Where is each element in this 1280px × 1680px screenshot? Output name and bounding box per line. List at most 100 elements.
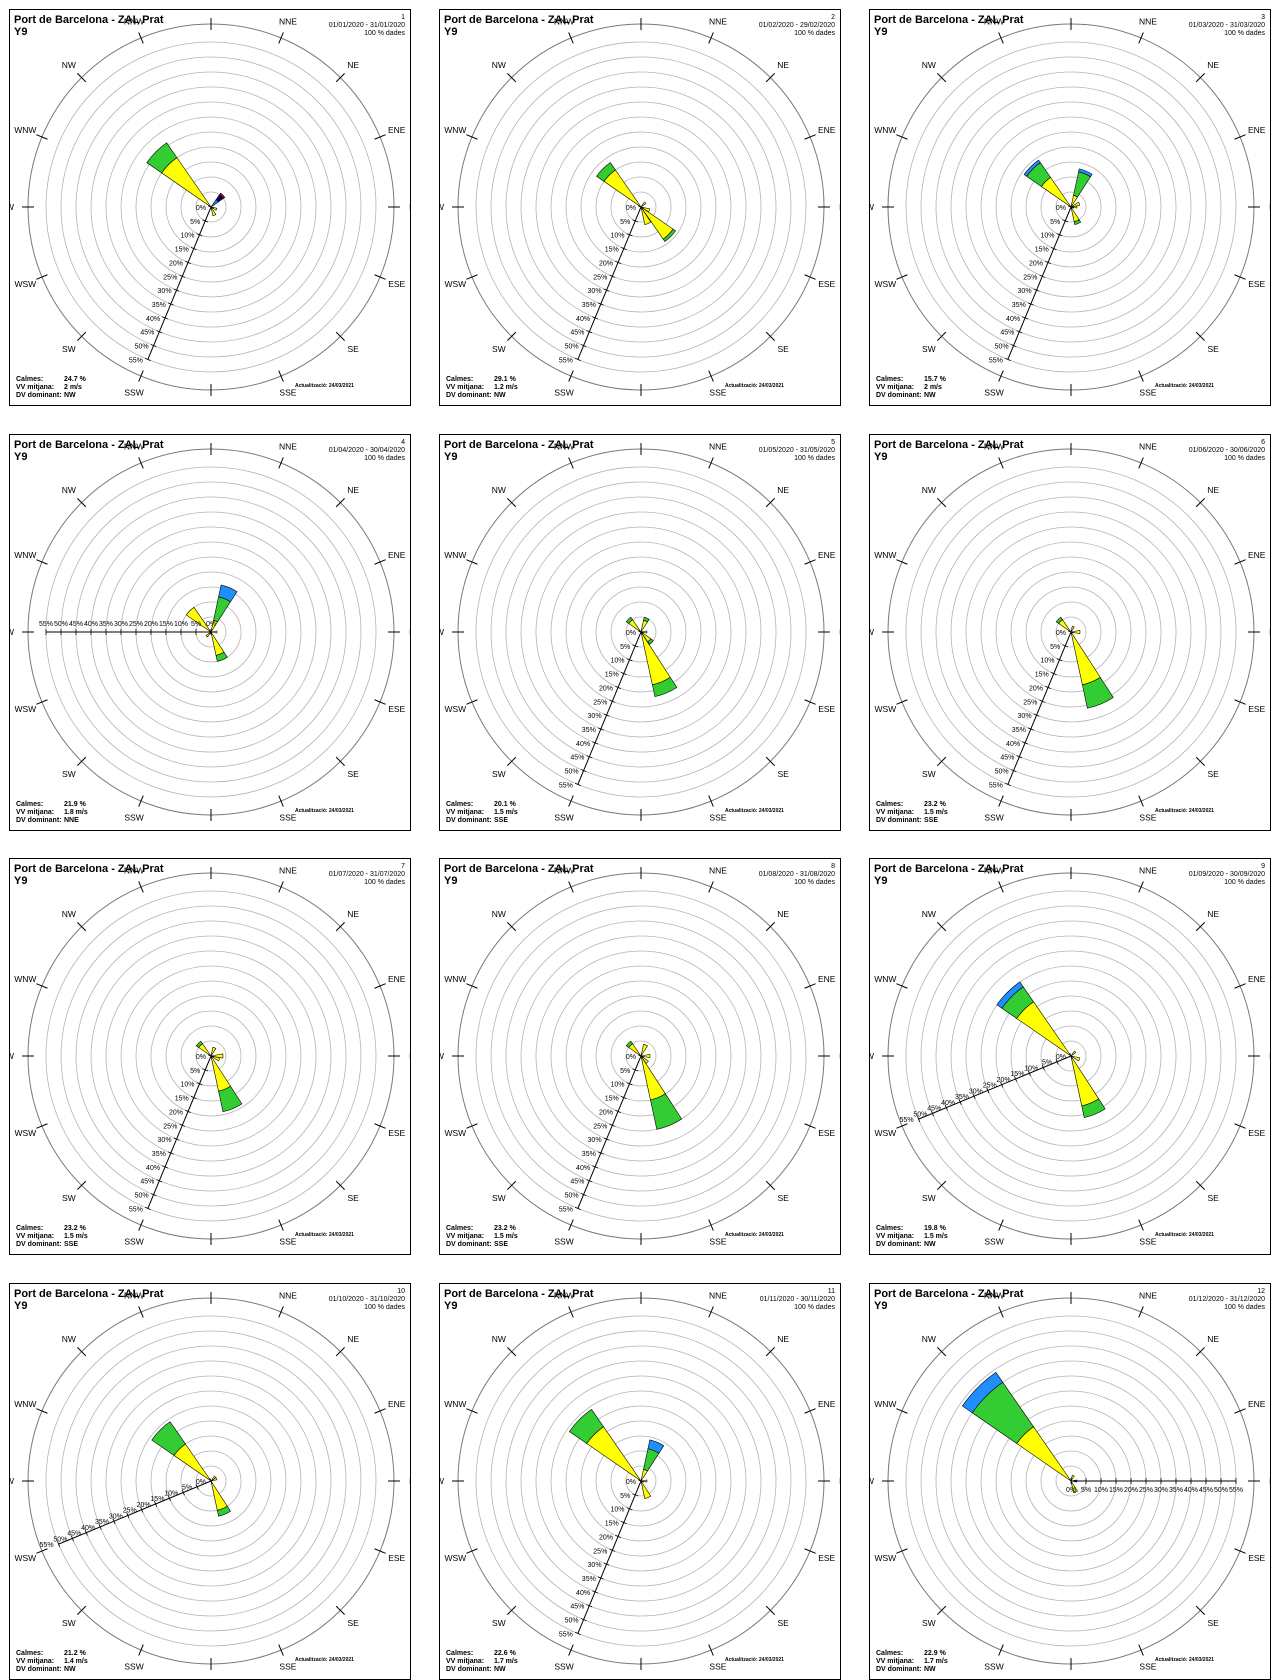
stats-value-vv: 1.2 m/s: [494, 384, 518, 391]
direction-label: WSW: [874, 1128, 896, 1138]
direction-label: W: [10, 1476, 14, 1486]
direction-label: WSW: [444, 279, 466, 289]
stats-value-calmes: 29.1 %: [494, 376, 516, 383]
radial-tick-label: 25%: [163, 274, 177, 281]
grid-ring: [90, 1360, 332, 1602]
chart-period: 01/01/2020 - 31/01/2020: [328, 22, 405, 29]
direction-label: ESE: [1248, 1553, 1265, 1563]
direction-label: N: [638, 10, 644, 11]
grid-ring: [165, 1435, 257, 1527]
direction-label: WNW: [444, 125, 466, 135]
chart-number: 1: [401, 14, 405, 21]
radial-tick: [632, 219, 639, 223]
direction-label: WSW: [14, 704, 36, 714]
grid-ring: [195, 1040, 227, 1072]
radial-tick-label: 25%: [163, 1123, 177, 1130]
stats-row-dv: DV dominant: SSE: [16, 1241, 88, 1249]
radial-tick: [84, 1529, 88, 1536]
grid-ring: [165, 1010, 257, 1102]
chart-meta: 3 01/03/2020 - 31/03/2020 100 % dades: [1189, 14, 1265, 38]
radial-tick: [586, 755, 593, 759]
radial-tick-label: 45%: [69, 621, 83, 628]
direction-label: ENE: [818, 550, 836, 560]
direction-label: E: [1269, 1476, 1271, 1486]
direction-label: NNE: [279, 1290, 297, 1300]
grid-ring: [75, 920, 347, 1192]
radial-tick-label: 0%: [196, 205, 206, 212]
grid-ring: [505, 496, 777, 768]
radial-tick: [609, 699, 616, 703]
radial-tick: [620, 1521, 627, 1525]
radial-tick: [580, 344, 587, 348]
grid-ring: [905, 890, 1237, 1222]
direction-tick: [896, 699, 908, 705]
radial-tick: [209, 1478, 213, 1484]
petal-segment: [1023, 159, 1041, 177]
radial-tick: [1010, 769, 1017, 773]
grid-ring: [550, 1390, 732, 1572]
petal-segment: [640, 1468, 648, 1482]
radial-tick: [615, 1534, 621, 1538]
chart-period: 01/04/2020 - 30/04/2020: [328, 447, 405, 454]
direction-tick: [466, 274, 478, 280]
chart-meta: 10 01/10/2020 - 31/10/2020 100 % dades: [329, 1288, 405, 1312]
direction-tick: [335, 1605, 345, 1615]
direction-label: S: [208, 403, 214, 406]
direction-tick: [1195, 1605, 1205, 1615]
radial-tick-label: 5%: [1042, 1060, 1052, 1067]
direction-label: NE: [777, 909, 789, 919]
radial-tick-label: 20%: [1124, 1487, 1138, 1494]
direction-label: E: [409, 1476, 411, 1486]
direction-label: NNW: [984, 865, 1004, 875]
direction-tick: [466, 559, 478, 565]
stats-value-dv: NW: [64, 1666, 76, 1673]
direction-label: E: [839, 202, 841, 212]
chart-period: 01/05/2020 - 31/05/2020: [758, 447, 835, 454]
direction-label: NW: [62, 909, 76, 919]
stats-label-calmes: Calmes:: [876, 1650, 904, 1657]
direction-label: SW: [492, 344, 506, 354]
stats-label-calmes: Calmes:: [16, 1650, 44, 1657]
grid-ring: [135, 980, 287, 1132]
radial-tick-label: 40%: [576, 1590, 590, 1597]
direction-tick: [1234, 274, 1246, 280]
radial-tick-label: 30%: [109, 1513, 123, 1520]
radial-tick: [972, 1093, 976, 1100]
chart-period: 01/06/2020 - 30/06/2020: [1188, 447, 1265, 454]
radial-tick-label: 30%: [969, 1088, 983, 1095]
radial-tick: [156, 330, 163, 334]
grid-ring: [180, 176, 242, 238]
chart-number: 8: [831, 863, 835, 870]
direction-label: SSE: [279, 388, 296, 398]
direction-tick: [1234, 1123, 1246, 1129]
petal-segment: [1070, 630, 1081, 634]
direction-tick: [278, 370, 284, 382]
direction-label: ESE: [818, 704, 835, 714]
radial-tick-label: 0%: [626, 630, 636, 637]
grid-ring: [920, 56, 1222, 358]
direction-label: SW: [922, 1193, 936, 1203]
direction-label: S: [638, 403, 644, 406]
direction-tick: [507, 1605, 517, 1615]
chart-meta: 1 01/01/2020 - 31/01/2020 100 % dades: [329, 14, 405, 38]
radial-tick-label: 10%: [611, 1082, 625, 1089]
radial-tick-label: 15%: [159, 621, 173, 628]
radial-tick: [1050, 247, 1057, 251]
direction-tick: [1138, 370, 1144, 382]
direction-label: SSE: [1139, 388, 1156, 398]
direction-tick: [77, 73, 87, 83]
direction-tick: [374, 1408, 386, 1414]
direction-label: ENE: [818, 125, 836, 135]
direction-label: SW: [922, 1618, 936, 1628]
direction-tick: [896, 983, 908, 989]
radial-tick-label: 55%: [559, 782, 573, 789]
grid-ring: [45, 1315, 377, 1647]
radial-tick-label: 15%: [605, 247, 619, 254]
direction-tick: [335, 498, 345, 508]
radial-axis: [577, 1480, 642, 1634]
radial-tick: [615, 1109, 621, 1113]
grid-ring: [505, 920, 777, 1192]
direction-tick: [765, 922, 775, 932]
radial-tick-label: 15%: [605, 1096, 619, 1103]
radial-tick: [1016, 755, 1023, 759]
